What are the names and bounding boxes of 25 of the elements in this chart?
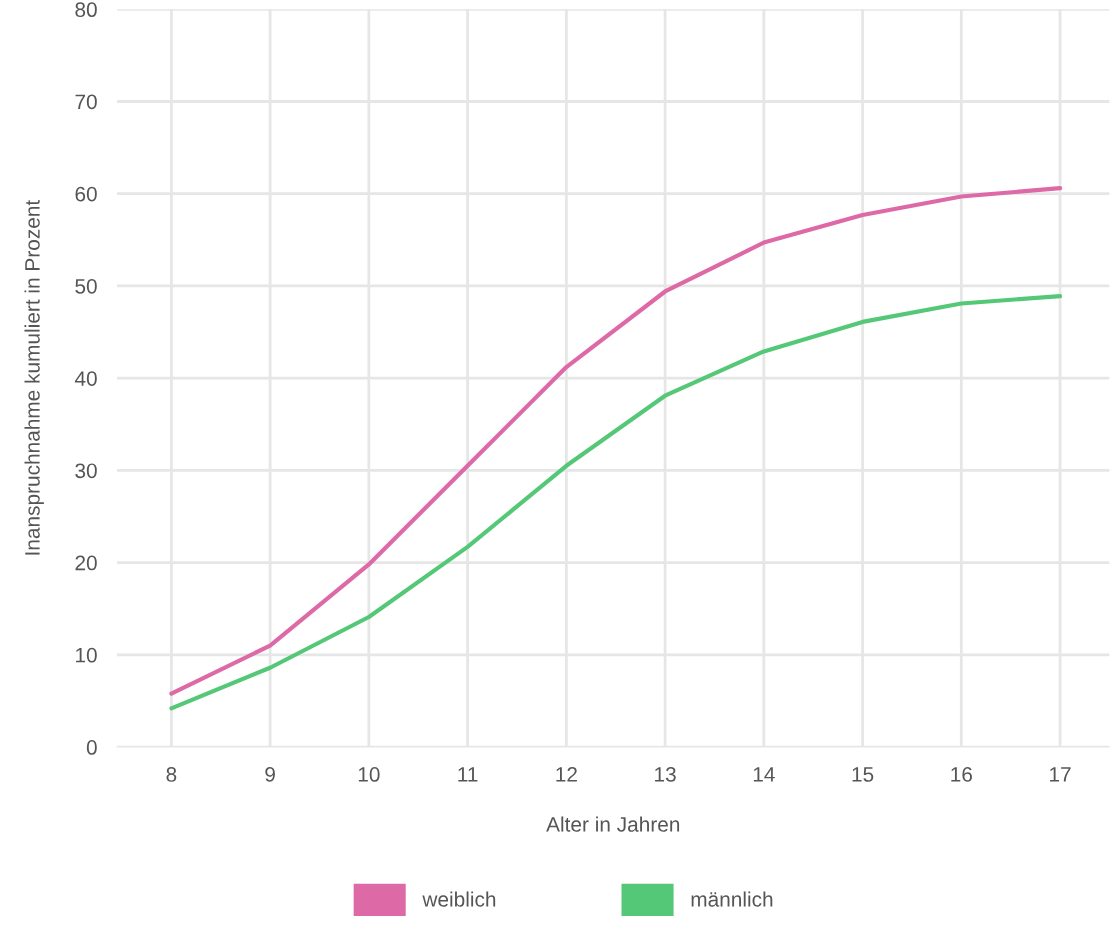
x-axis-title: Alter in Jahren: [546, 816, 680, 832]
x-tick-label: 9: [265, 767, 275, 782]
x-tick-label: 14: [753, 767, 775, 782]
y-axis-title: Inanspruchnahme kumuliert in Prozent: [24, 199, 44, 555]
x-tick-label: 17: [1050, 767, 1071, 782]
x-tick-label: 10: [358, 767, 380, 782]
x-tick-label: 15: [852, 767, 874, 782]
x-tick-label: 8: [166, 767, 177, 782]
y-tick-label: 20: [75, 555, 97, 571]
y-tick-label: 70: [75, 94, 97, 110]
legend-label: weiblich: [422, 891, 496, 907]
x-tick-label: 13: [655, 767, 676, 782]
y-tick-label: 60: [75, 186, 97, 202]
y-tick-label: 0: [86, 740, 97, 755]
legend-label: männlich: [691, 891, 773, 907]
x-tick-label: 12: [556, 767, 577, 782]
y-tick-label: 50: [75, 278, 97, 294]
y-tick-label: 30: [75, 463, 97, 479]
x-tick-label: 16: [951, 767, 972, 782]
line-series: [169, 186, 1063, 696]
y-tick-label: 40: [74, 371, 97, 386]
y-tick-label: 10: [76, 647, 97, 663]
line-series: [169, 293, 1063, 711]
x-tick-label: 11: [458, 767, 478, 782]
y-tick-label: 80: [75, 2, 97, 18]
